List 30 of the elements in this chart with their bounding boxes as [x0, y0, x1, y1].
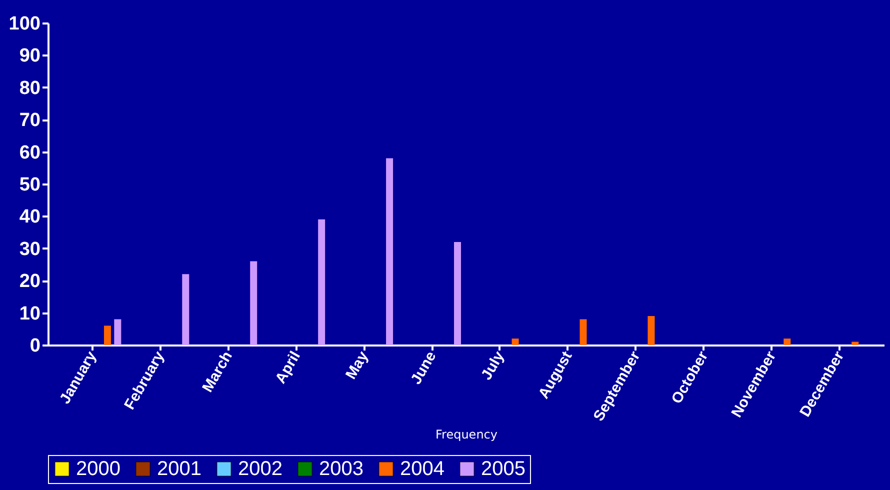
y-tick-label: 20 [19, 271, 40, 292]
legend-label: 2004 [400, 458, 444, 480]
bar [182, 274, 190, 345]
bar [386, 158, 394, 345]
bar [104, 326, 111, 345]
legend-label: 2001 [157, 458, 202, 480]
bar [454, 242, 462, 345]
bar [250, 261, 258, 345]
y-tick-label: 70 [19, 110, 40, 132]
legend-label: 2005 [481, 458, 526, 480]
bar [852, 342, 859, 345]
legend-label: 2000 [76, 458, 120, 480]
y-tick-label: 10 [19, 303, 40, 324]
bar [318, 219, 326, 345]
y-tick-label: 50 [19, 174, 40, 196]
legend-label: 2002 [238, 458, 282, 480]
y-tick-label: 30 [19, 238, 40, 260]
y-tick-label: 0 [30, 336, 40, 356]
bar [648, 316, 655, 345]
y-tick-label: 90 [19, 46, 40, 67]
bar [784, 338, 791, 345]
x-axis-title: Frequency [436, 428, 498, 442]
y-tick-label: 80 [19, 78, 40, 99]
y-tick-label: 60 [19, 142, 40, 164]
bar [114, 319, 122, 345]
y-tick-label: 100 [8, 14, 40, 34]
bar [580, 319, 587, 345]
legend-label: 2003 [319, 458, 364, 480]
y-tick-label: 40 [19, 206, 40, 228]
bar [512, 338, 519, 345]
